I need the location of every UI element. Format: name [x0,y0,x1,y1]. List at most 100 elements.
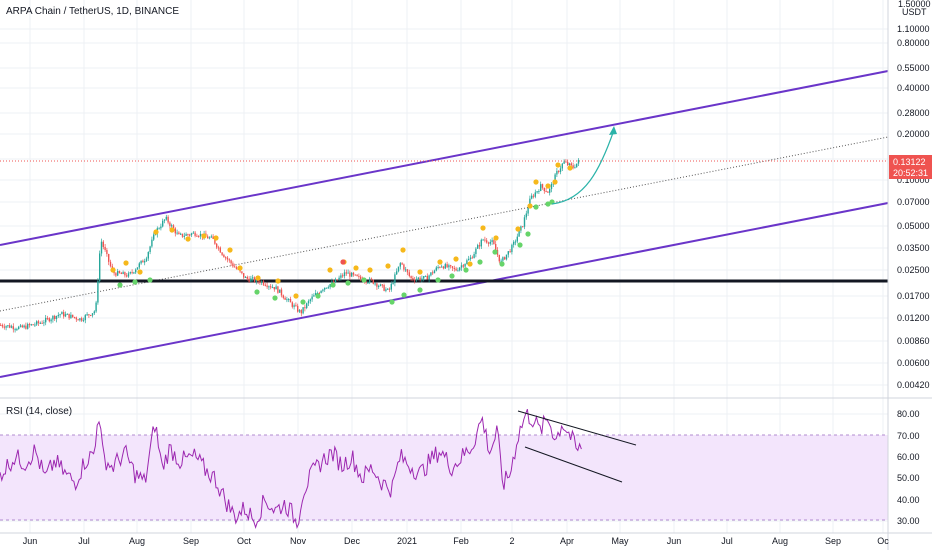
sell-signal-marker [169,227,175,233]
candle-body [493,240,495,245]
candle-body [127,273,130,277]
candle-body [388,288,391,290]
candle-body [145,258,148,262]
buy-signal-marker [435,277,441,283]
candle-body [133,272,135,274]
rsi-trend-upper[interactable] [517,410,637,446]
candle-body [1,324,4,327]
channel-upper-line[interactable] [0,70,889,246]
buy-signal-marker [525,231,531,237]
sell-signal-marker [385,263,391,269]
buy-signal-marker [449,273,455,279]
price-tick-label: 0.02500 [897,265,930,275]
price-tag-countdown: 20:52:31 [893,168,928,178]
candle-body [500,260,502,262]
buy-signal-marker [315,293,321,299]
candle-body [167,216,169,223]
candle-body [9,325,11,328]
candle-body [147,251,149,259]
candle-body [567,162,569,166]
candle-body [511,244,513,253]
sell-signal-marker [480,225,486,231]
rsi-trend-lower[interactable] [524,446,623,483]
candle-body [561,163,563,169]
candle-body [14,329,16,331]
candle-body [232,263,234,267]
candle-body [54,315,56,320]
candle-body [199,233,202,237]
buy-signal-marker [132,279,138,285]
buy-signal-marker [330,282,336,288]
sell-signal-marker [237,265,243,271]
candle-body [385,289,387,291]
candle-body [45,317,47,323]
candle-body [163,219,166,221]
candle-body [302,307,304,314]
sell-signal-marker [567,165,573,171]
price-tick-label: 0.20000 [897,129,930,139]
price-grid [0,28,888,386]
candle-body [457,270,459,272]
channel-lower-line[interactable] [0,202,889,378]
candle-body [529,198,531,209]
candle-body [196,235,198,237]
buy-signal-marker [361,277,367,283]
price-tick-label: 0.40000 [897,83,930,93]
candle-body [520,226,522,231]
rsi-band-fill [0,435,888,520]
sell-signal-marker [340,259,346,265]
candle-body [349,272,351,277]
candle-body [381,284,383,286]
candle-body [77,319,79,321]
candle-body [3,326,5,328]
candle-body [320,290,322,293]
projection-arrowhead [609,126,617,135]
candle-body [549,188,551,193]
rsi-line[interactable] [0,409,582,530]
candle-body [435,267,437,271]
candle-body [217,247,220,249]
candle-body [66,313,68,315]
time-axis[interactable]: Jun Jul Aug Sep Oct Nov Dec 2021 Feb 2 Apr May Jun Ju… [23,536,890,546]
candle-body [576,163,578,168]
price-axis[interactable]: 1.10000 0.80000 0.55000 0.40000 0.28000 0.200… [897,24,930,390]
candle-body [255,278,257,282]
candle-body [322,289,324,291]
projection-arrow[interactable] [551,129,615,205]
candle-body [208,237,211,239]
candle-body [221,252,223,255]
candle-body [291,302,293,307]
candle-body [446,264,448,268]
time-tick-label: Jun [23,536,38,546]
candle-body [293,305,295,307]
candle-body [455,268,457,271]
rsi-axis[interactable]: 80.00 70.00 60.00 50.00 40.00 30.00 [897,409,920,526]
time-tick-label: Apr [560,536,574,546]
sell-signal-marker [545,183,551,189]
sell-signal-marker [555,162,561,168]
channel-mid-line[interactable] [0,136,889,312]
candle-body [390,283,392,290]
price-tick-label: 0.01200 [897,313,930,323]
candle-body [142,260,144,263]
candle-body [7,325,9,327]
candle-body [426,275,428,280]
signal-markers [110,162,573,305]
sell-signal-marker [327,267,333,273]
price-tick-label: 0.05000 [897,221,930,231]
candle-body [484,239,486,241]
candle-body [297,305,299,312]
candle-body [100,241,103,254]
candle-body [171,225,173,227]
candle-body [198,236,200,238]
candle-body [270,286,272,288]
candle-body [180,233,182,235]
candle-body [489,241,491,244]
candle-body [264,284,266,286]
candle-body [577,160,580,164]
candle-body [507,251,509,255]
candle-body [466,260,468,264]
candle-body [464,263,466,267]
candle-body [117,271,119,276]
